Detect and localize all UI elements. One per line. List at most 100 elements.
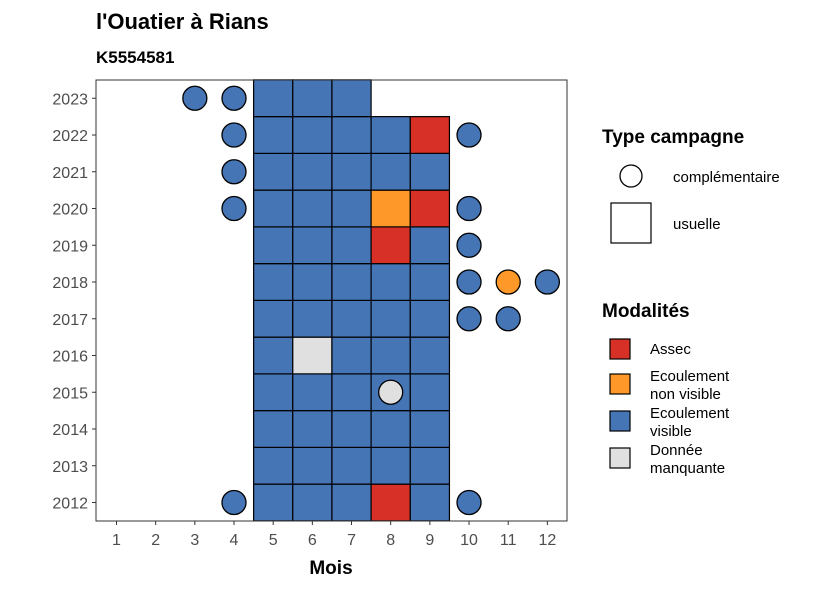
x-tick-label-3: 3 bbox=[190, 532, 199, 549]
tile-2020-5-ecoulement_visible bbox=[252, 189, 294, 228]
y-tick-label-2021: 2021 bbox=[52, 165, 88, 182]
tile-2012-9-ecoulement_visible bbox=[409, 483, 451, 522]
legend-key-donnee_manquante bbox=[609, 447, 631, 469]
tile-2021-8-ecoulement_visible bbox=[370, 152, 411, 191]
tile-2014-6-ecoulement_visible bbox=[292, 410, 333, 448]
point-2015-8-donnee_manquante bbox=[378, 379, 404, 405]
tile-2014-9-ecoulement_visible bbox=[409, 410, 451, 448]
chart-title: l'Ouatier à Rians bbox=[96, 9, 269, 34]
tile-2018-8-ecoulement_visible bbox=[370, 263, 411, 301]
point-2022-10-ecoulement_visible bbox=[456, 122, 482, 148]
y-tick-label-2019: 2019 bbox=[52, 238, 88, 255]
chart-subtitle: K5554581 bbox=[96, 48, 174, 67]
tile-2017-8-ecoulement_visible bbox=[370, 299, 411, 338]
tile-2019-6-ecoulement_visible bbox=[292, 226, 333, 265]
tile-2019-9-ecoulement_visible bbox=[409, 226, 451, 265]
tile-2013-8-ecoulement_visible bbox=[370, 446, 411, 485]
tile-2021-6-ecoulement_visible bbox=[292, 152, 333, 191]
y-tick-label-2018: 2018 bbox=[52, 275, 88, 292]
tile-2013-9-ecoulement_visible bbox=[409, 446, 451, 485]
legend-label-usuelle: usuelle bbox=[673, 216, 721, 233]
y-tick-label-2016: 2016 bbox=[52, 349, 88, 366]
legend-label-assec: Assec bbox=[650, 341, 691, 358]
point-2019-10-ecoulement_visible bbox=[456, 232, 482, 258]
x-tick-label-10: 10 bbox=[460, 532, 478, 549]
x-tick-label-7: 7 bbox=[347, 532, 356, 549]
tile-2022-6-ecoulement_visible bbox=[292, 116, 333, 154]
tile-2022-8-ecoulement_visible bbox=[370, 116, 411, 154]
point-2020-10-ecoulement_visible bbox=[456, 195, 482, 222]
tile-2016-8-ecoulement_visible bbox=[370, 336, 411, 375]
tile-2016-5-ecoulement_visible bbox=[252, 336, 294, 375]
x-tick-label-1: 1 bbox=[112, 532, 121, 549]
tile-2015-5-ecoulement_visible bbox=[252, 373, 294, 412]
tile-2018-5-ecoulement_visible bbox=[252, 263, 294, 301]
tile-2016-7-ecoulement_visible bbox=[331, 336, 372, 375]
plot-area: 2012 2013 2014 2015 2016 2017 2018 2019 2020 2021… bbox=[52, 79, 568, 549]
x-tick-label-12: 12 bbox=[538, 532, 556, 549]
y-tick-label-2015: 2015 bbox=[52, 385, 88, 402]
y-tick-label-2020: 2020 bbox=[52, 202, 88, 219]
tile-2015-9-ecoulement_visible bbox=[409, 373, 451, 412]
x-axis-title: Mois bbox=[309, 558, 352, 579]
y-tick-label-2017: 2017 bbox=[52, 312, 88, 329]
tile-2023-6-ecoulement_visible bbox=[292, 79, 333, 118]
legend-key-usuelle bbox=[610, 202, 652, 244]
tile-2020-9-assec bbox=[409, 189, 451, 228]
legend-key-complementaire bbox=[619, 164, 643, 188]
y-tick-label-2022: 2022 bbox=[52, 128, 88, 145]
tile-2018-7-ecoulement_visible bbox=[331, 263, 372, 301]
y-tick-label-2014: 2014 bbox=[52, 422, 88, 439]
legend-key-ecoulement_visible bbox=[609, 410, 631, 432]
tile-2016-6-donnee_manquante bbox=[292, 336, 333, 375]
tile-2021-5-ecoulement_visible bbox=[252, 152, 294, 191]
tile-2016-9-ecoulement_visible bbox=[409, 336, 451, 375]
point-2023-4-ecoulement_visible bbox=[221, 85, 247, 111]
tile-2019-7-ecoulement_visible bbox=[331, 226, 372, 265]
tile-2017-6-ecoulement_visible bbox=[292, 299, 333, 338]
point-2018-11-ecoulement_non_visible bbox=[495, 269, 521, 295]
tile-2014-5-ecoulement_visible bbox=[252, 410, 294, 448]
point-2017-11-ecoulement_visible bbox=[495, 306, 521, 332]
x-tick-label-4: 4 bbox=[230, 532, 239, 549]
y-tick-label-2012: 2012 bbox=[52, 496, 88, 513]
tile-2023-5-ecoulement_visible bbox=[252, 79, 294, 118]
tile-2015-7-ecoulement_visible bbox=[331, 373, 372, 412]
x-tick-label-11: 11 bbox=[500, 532, 517, 549]
tile-2013-7-ecoulement_visible bbox=[331, 446, 372, 485]
tile-2020-7-ecoulement_visible bbox=[331, 189, 372, 228]
point-2023-3-ecoulement_visible bbox=[182, 85, 208, 111]
tile-2017-7-ecoulement_visible bbox=[331, 299, 372, 338]
point-2018-12-ecoulement_visible bbox=[534, 269, 561, 295]
tile-2019-8-assec bbox=[370, 226, 411, 265]
legend-type-campagne-title: Type campagne bbox=[602, 127, 744, 148]
legend-key-assec bbox=[609, 338, 631, 360]
tile-2012-8-assec bbox=[370, 483, 411, 522]
point-2020-4-ecoulement_visible bbox=[221, 195, 247, 222]
legend-label-complementaire: complémentaire bbox=[673, 169, 780, 186]
tile-2019-5-ecoulement_visible bbox=[252, 226, 294, 265]
tile-2018-9-ecoulement_visible bbox=[409, 263, 451, 301]
tile-2014-7-ecoulement_visible bbox=[331, 410, 372, 448]
tile-2022-9-assec bbox=[409, 116, 451, 154]
tile-2013-6-ecoulement_visible bbox=[292, 446, 333, 485]
x-tick-label-8: 8 bbox=[386, 532, 395, 549]
legend-key-ecoulement_non_visible bbox=[609, 373, 631, 395]
x-tick-label-2: 2 bbox=[151, 532, 160, 549]
tile-2014-8-ecoulement_visible bbox=[370, 410, 411, 448]
point-2022-4-ecoulement_visible bbox=[221, 122, 247, 148]
tile-2012-7-ecoulement_visible bbox=[331, 483, 372, 522]
tile-2018-6-ecoulement_visible bbox=[292, 263, 333, 301]
tile-2020-6-ecoulement_visible bbox=[292, 189, 333, 228]
tile-2023-7-ecoulement_visible bbox=[331, 79, 372, 118]
tile-2021-9-ecoulement_visible bbox=[409, 152, 451, 191]
tile-2017-9-ecoulement_visible bbox=[409, 299, 451, 338]
tile-2022-7-ecoulement_visible bbox=[331, 116, 372, 154]
x-tick-label-5: 5 bbox=[269, 532, 278, 549]
x-tick-label-9: 9 bbox=[425, 532, 434, 549]
y-tick-label-2023: 2023 bbox=[52, 91, 88, 108]
point-2017-10-ecoulement_visible bbox=[456, 306, 482, 332]
plot-border bbox=[95, 79, 568, 522]
tile-2012-6-ecoulement_visible bbox=[292, 483, 333, 522]
